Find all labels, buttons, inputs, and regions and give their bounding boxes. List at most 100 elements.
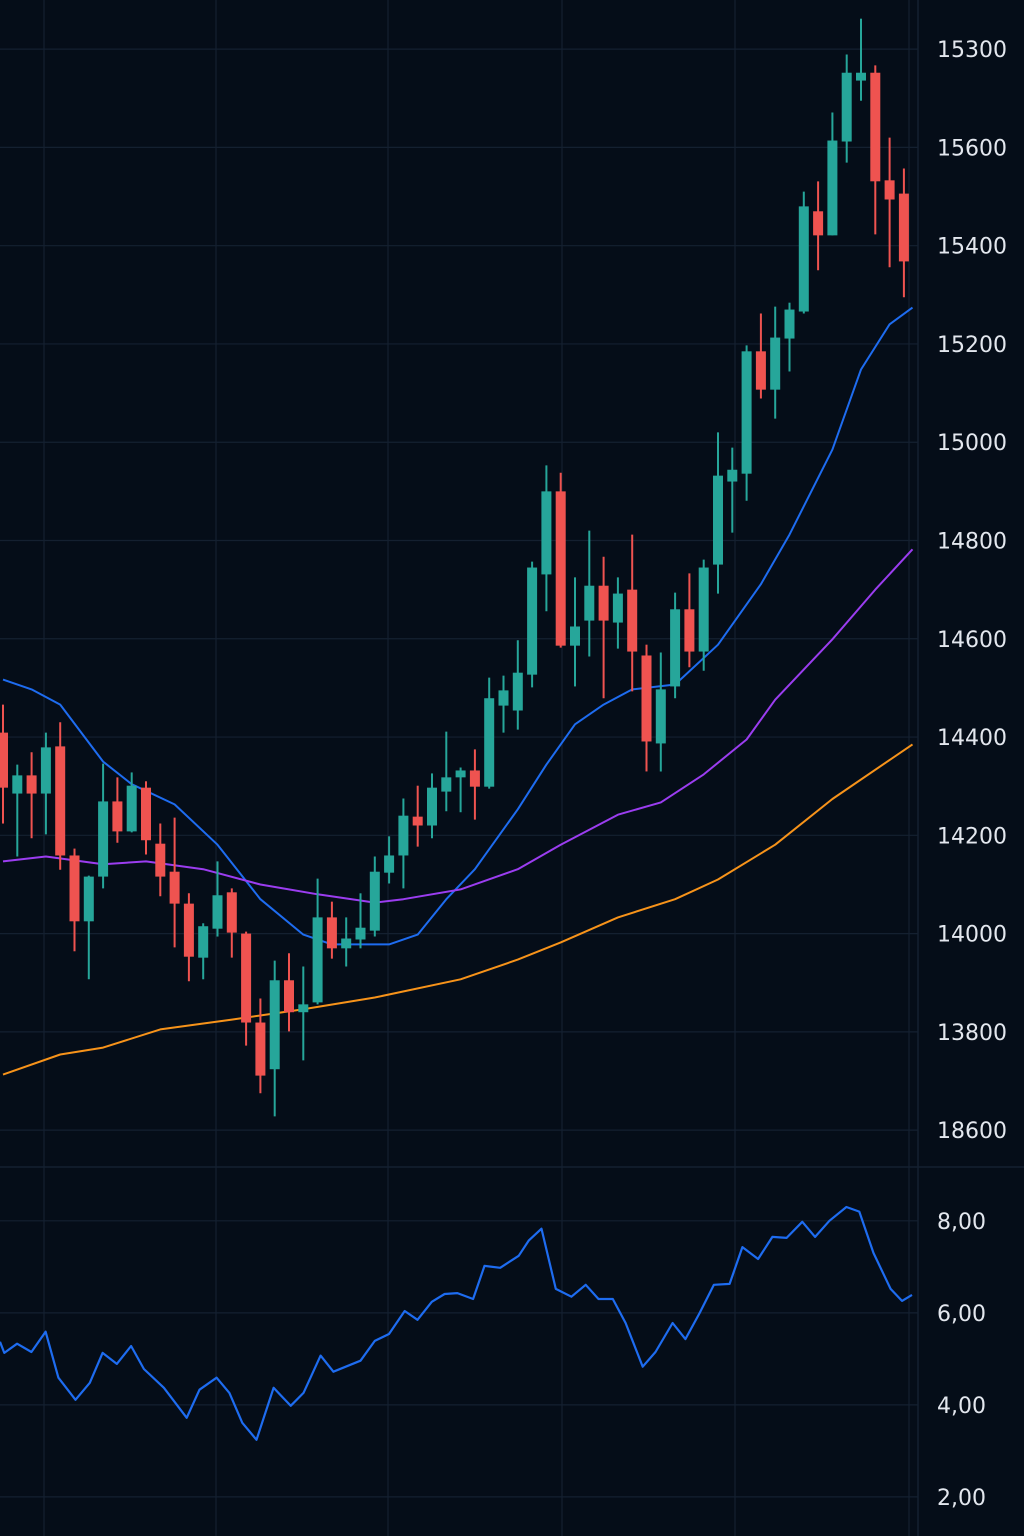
candle-body	[112, 801, 123, 832]
candle-body	[469, 770, 480, 787]
candle-body	[284, 980, 294, 1013]
candle	[12, 764, 23, 857]
candle-body	[226, 892, 237, 933]
candle-body	[627, 589, 638, 652]
candle-body	[26, 775, 37, 794]
candle	[655, 652, 666, 772]
candle	[326, 901, 337, 959]
candle	[641, 644, 652, 772]
candle-body	[55, 746, 66, 856]
candle	[183, 893, 194, 982]
candle-body	[484, 698, 495, 787]
candle	[870, 65, 881, 235]
candle	[112, 777, 123, 843]
candle	[427, 773, 437, 839]
candle-body	[698, 567, 709, 652]
candle-body	[841, 72, 852, 142]
candle-body	[241, 933, 252, 1023]
candle	[498, 675, 509, 733]
candle-body	[512, 672, 523, 711]
candle	[298, 966, 309, 1061]
candle-body	[341, 938, 352, 949]
candle	[670, 592, 681, 699]
candle-body	[312, 917, 323, 1003]
candle	[484, 677, 495, 789]
price-axis[interactable]: 15300 15600 15400 15200 15000 14800 14600 14400…	[937, 38, 1007, 1511]
candle	[55, 722, 66, 870]
candle-body	[83, 876, 94, 922]
candle-body	[183, 903, 194, 957]
candle-body	[856, 72, 866, 81]
candle-body	[727, 469, 738, 482]
candle	[398, 798, 409, 889]
candle-body	[255, 1022, 266, 1076]
candle	[455, 767, 466, 813]
candle-body	[198, 926, 209, 958]
candle	[684, 573, 695, 668]
price-tick-label: 15400	[937, 235, 1007, 260]
candle	[798, 191, 809, 314]
indicator-tick-label: 8,00	[937, 1210, 986, 1235]
candle	[541, 465, 552, 612]
candle-body	[584, 585, 595, 621]
candle-body	[884, 180, 895, 200]
candle	[512, 640, 523, 730]
candle-body	[0, 732, 8, 788]
candle	[598, 556, 609, 699]
candle	[527, 561, 538, 688]
candle-body	[212, 895, 223, 929]
candle	[770, 306, 781, 419]
candle-body	[755, 351, 766, 390]
candle-body	[827, 140, 838, 236]
candle-body	[813, 211, 824, 236]
candle-body	[670, 609, 681, 687]
candle	[884, 137, 895, 268]
candle-body	[784, 309, 795, 339]
candle	[841, 54, 852, 163]
candle	[713, 432, 723, 594]
candle-body	[870, 72, 881, 182]
candle-body	[555, 491, 566, 646]
candle	[627, 534, 638, 692]
candle	[827, 112, 838, 236]
candle-body	[798, 206, 809, 312]
candles	[0, 18, 909, 1117]
price-tick-label: 14200	[937, 824, 1007, 849]
candle	[40, 732, 51, 835]
candle	[155, 823, 166, 897]
moving-average-line-2	[2, 743, 914, 1076]
candle	[83, 875, 94, 980]
candle	[612, 577, 623, 649]
candle	[584, 530, 595, 657]
candle	[555, 472, 566, 648]
candle-body	[384, 855, 395, 873]
candle-body	[498, 690, 509, 706]
candle	[284, 953, 294, 1032]
candle	[727, 447, 738, 533]
candle-body	[898, 193, 909, 262]
candle	[741, 345, 752, 501]
candle	[384, 836, 395, 884]
candle	[469, 749, 480, 820]
candle	[126, 772, 137, 833]
candle	[226, 888, 237, 958]
candle-body	[570, 626, 580, 646]
candle	[856, 18, 866, 101]
candle-body	[355, 927, 366, 940]
candle	[0, 704, 8, 824]
price-tick-label: 14000	[937, 923, 1007, 948]
price-tick-label: 14800	[937, 530, 1007, 555]
price-tick-label: 14600	[937, 628, 1007, 653]
candle	[898, 168, 909, 298]
candle-body	[427, 787, 437, 826]
indicator-panel	[0, 1205, 913, 1441]
price-tick-label: 15600	[937, 136, 1007, 161]
candle	[69, 848, 80, 952]
candle	[169, 817, 180, 948]
candle	[141, 781, 151, 855]
candle-body	[441, 777, 452, 792]
candle-body	[298, 1004, 309, 1013]
